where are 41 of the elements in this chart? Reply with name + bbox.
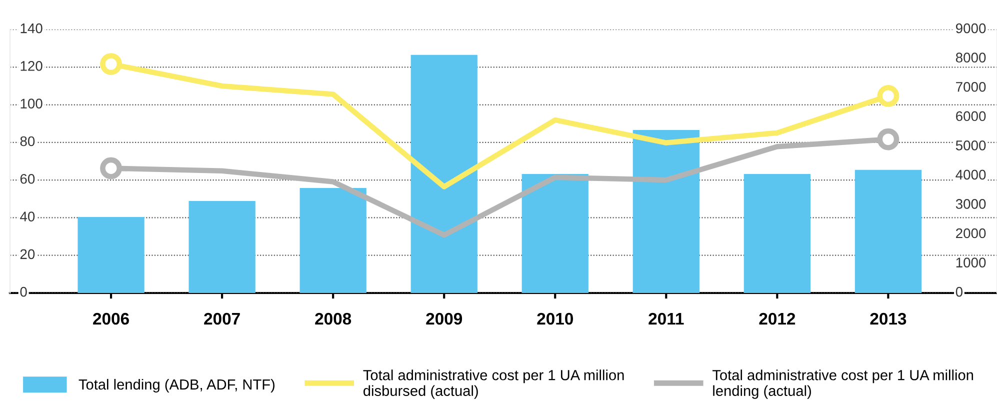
y-tick-label: 100 bbox=[20, 98, 42, 109]
y-tick-label: 40 bbox=[20, 212, 35, 222]
y2-tick-label: 6000 bbox=[956, 111, 986, 122]
y-tick-label: 20 bbox=[20, 249, 35, 260]
y2-tick-label: 8000 bbox=[956, 52, 986, 63]
y2-tick-label: 2000 bbox=[956, 228, 986, 238]
x-tick-label: 2008 bbox=[315, 312, 352, 325]
y2-tick-label: 5000 bbox=[956, 140, 986, 150]
y2-tick-label: 0 bbox=[956, 286, 963, 297]
bar bbox=[300, 188, 366, 293]
point bbox=[877, 84, 900, 107]
x-tick-label: 2013 bbox=[870, 312, 906, 325]
x-tick-label: 2006 bbox=[93, 312, 129, 325]
y2-tick-label: 7000 bbox=[956, 82, 986, 92]
legend-label: Total lending (ADB, ADF, NTF) bbox=[78, 378, 274, 393]
y-tick-label: 60 bbox=[20, 174, 35, 184]
y-tick-label: 140 bbox=[20, 23, 42, 34]
legend-label: Total administrative cost per 1 UA million lending (actual) bbox=[712, 370, 974, 399]
point bbox=[877, 128, 900, 150]
x-tick-label: 2011 bbox=[648, 312, 684, 325]
bar bbox=[522, 174, 588, 293]
point bbox=[100, 157, 122, 180]
x-tick-label: 2010 bbox=[537, 312, 573, 325]
y2-tick-label: 1000 bbox=[956, 258, 986, 268]
bar bbox=[632, 130, 700, 293]
x-tick-label: 2012 bbox=[759, 312, 796, 325]
bar bbox=[188, 200, 256, 293]
bar bbox=[744, 174, 810, 293]
point bbox=[100, 53, 122, 76]
y2-tick-label: 3000 bbox=[956, 199, 986, 209]
bar bbox=[78, 216, 144, 293]
bar bbox=[854, 170, 922, 293]
y-tick-label: 80 bbox=[20, 136, 35, 146]
legend-label: Total administrative cost per 1 UA million disbursed (actual) bbox=[363, 370, 624, 399]
y2-tick-label: 9000 bbox=[956, 23, 986, 34]
x-tick-label: 2009 bbox=[426, 312, 462, 325]
y-tick-label: 120 bbox=[20, 61, 42, 71]
x-tick-label: 2007 bbox=[204, 312, 240, 325]
y2-tick-label: 4000 bbox=[956, 170, 986, 180]
y-tick-label: 0 bbox=[20, 286, 27, 297]
bar bbox=[410, 54, 478, 293]
